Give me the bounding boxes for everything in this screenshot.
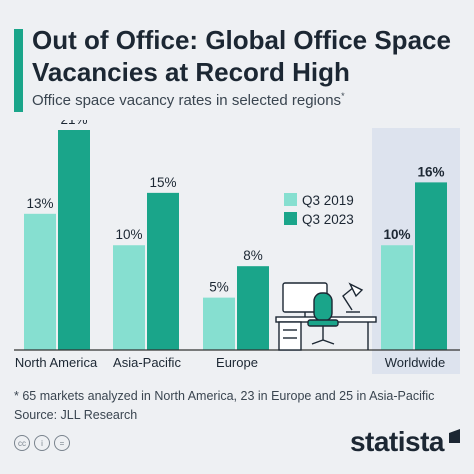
cc-icon[interactable]: cc: [14, 435, 30, 451]
bar-asia-pacific-q3-2019: [113, 245, 145, 350]
legend-label-q3-2019: Q3 2019: [302, 193, 354, 208]
category-label-asia-pacific: Asia-Pacific: [113, 355, 181, 370]
bar-europe-q3-2023: [237, 266, 269, 350]
bar-europe-q3-2019: [203, 297, 235, 350]
statista-logo-mark-icon: [449, 429, 460, 443]
legend-label-q3-2023: Q3 2023: [302, 212, 354, 227]
lamp-arm: [342, 286, 355, 311]
by-icon[interactable]: i: [34, 435, 50, 451]
data-label-europe-q3-2019: 5%: [209, 280, 229, 295]
bar-worldwide-q3-2019: [381, 245, 413, 350]
nd-icon[interactable]: =: [54, 435, 70, 451]
legend-swatch-q3-2019: [284, 193, 297, 206]
desk-drawer: [278, 321, 302, 351]
category-label-north-america: North America: [15, 355, 98, 370]
footnote-note: * 65 markets analyzed in North America, …: [14, 389, 435, 403]
data-label-worldwide-q3-2023: 16%: [417, 164, 444, 179]
data-label-worldwide-q3-2019: 10%: [383, 227, 410, 242]
category-label-worldwide: Worldwide: [385, 355, 445, 370]
title-accent-bar: [14, 29, 23, 112]
bar-chart: 13% 21% 10% 15% 5% 8% 10% 16% North America Asia…: [14, 120, 460, 374]
footnote-source: Source: JLL Research: [14, 408, 138, 422]
chair-seat: [307, 319, 339, 327]
data-label-north-america-q3-2019: 13%: [26, 196, 53, 211]
chair-back-icon: [313, 292, 333, 322]
legend: Q3 2019 Q3 2023: [284, 193, 354, 227]
data-labels-group: 13% 21% 10% 15% 5% 8% 10% 16%: [26, 120, 444, 295]
bar-north-america-q3-2023: [58, 130, 90, 350]
bars-group: [24, 130, 447, 350]
data-label-europe-q3-2023: 8%: [243, 248, 263, 263]
legend-swatch-q3-2023: [284, 212, 297, 225]
footnote: * 65 markets analyzed in North America, …: [14, 387, 464, 425]
bar-north-america-q3-2019: [24, 213, 56, 350]
bar-worldwide-q3-2023: [415, 182, 447, 350]
license-icons: cc i =: [14, 435, 70, 451]
category-label-europe: Europe: [216, 355, 258, 370]
chart-subtitle: Office space vacancy rates in selected r…: [32, 91, 345, 109]
bar-asia-pacific-q3-2023: [147, 192, 179, 350]
statista-logo[interactable]: statista: [349, 426, 445, 457]
data-label-asia-pacific-q3-2019: 10%: [115, 227, 142, 242]
subtitle-text: Office space vacancy rates in selected r…: [32, 92, 342, 109]
category-labels-group: North America Asia-Pacific Europe Worldwide: [15, 355, 445, 370]
chair-base: [311, 339, 335, 345]
data-label-asia-pacific-q3-2023: 15%: [149, 175, 176, 190]
lamp-shade-icon: [348, 282, 364, 298]
subtitle-asterisk: *: [341, 91, 345, 101]
chart-title: Out of Office: Global Office Space Vacan…: [32, 25, 451, 87]
data-label-north-america-q3-2023: 21%: [60, 120, 87, 127]
office-desk-illustration: [275, 282, 377, 351]
